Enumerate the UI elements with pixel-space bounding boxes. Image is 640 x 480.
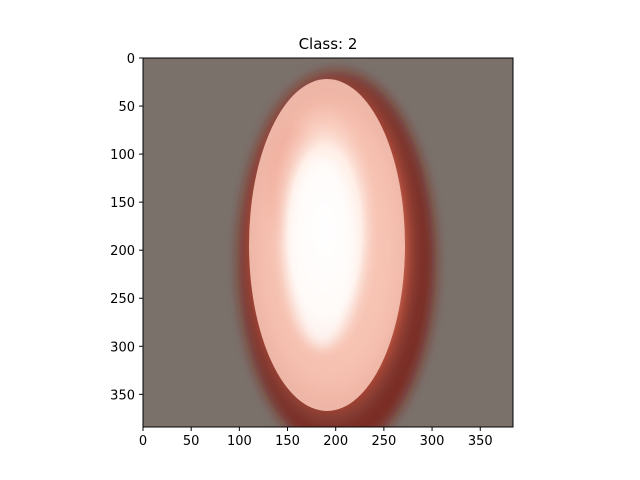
x-tick-label: 250 [371, 434, 396, 449]
axes-frame [142, 57, 514, 428]
y-tick-label: 300 [110, 340, 135, 355]
y-tick-label: 100 [110, 148, 135, 163]
y-tick-label: 150 [110, 196, 135, 211]
x-tick-label: 300 [420, 434, 445, 449]
heatmap-image [143, 58, 513, 427]
y-tick-label: 350 [110, 388, 135, 403]
y-tick-label: 200 [110, 244, 135, 259]
x-tick-label: 200 [323, 434, 348, 449]
y-tick-label: 50 [118, 100, 135, 115]
y-tick-label: 0 [127, 52, 135, 67]
x-tick-label: 100 [227, 434, 252, 449]
chart-title: Class: 2 [299, 35, 358, 53]
y-axis: 0 50 100 150 200 250 300 350 [110, 52, 143, 403]
x-tick-label: 50 [183, 434, 200, 449]
x-tick-label: 0 [139, 434, 147, 449]
saliency-bright-center [288, 157, 356, 347]
x-axis: 0 50 100 150 200 250 300 350 [139, 427, 493, 449]
x-tick-label: 150 [275, 434, 300, 449]
x-tick-label: 350 [468, 434, 493, 449]
y-tick-label: 250 [110, 292, 135, 307]
